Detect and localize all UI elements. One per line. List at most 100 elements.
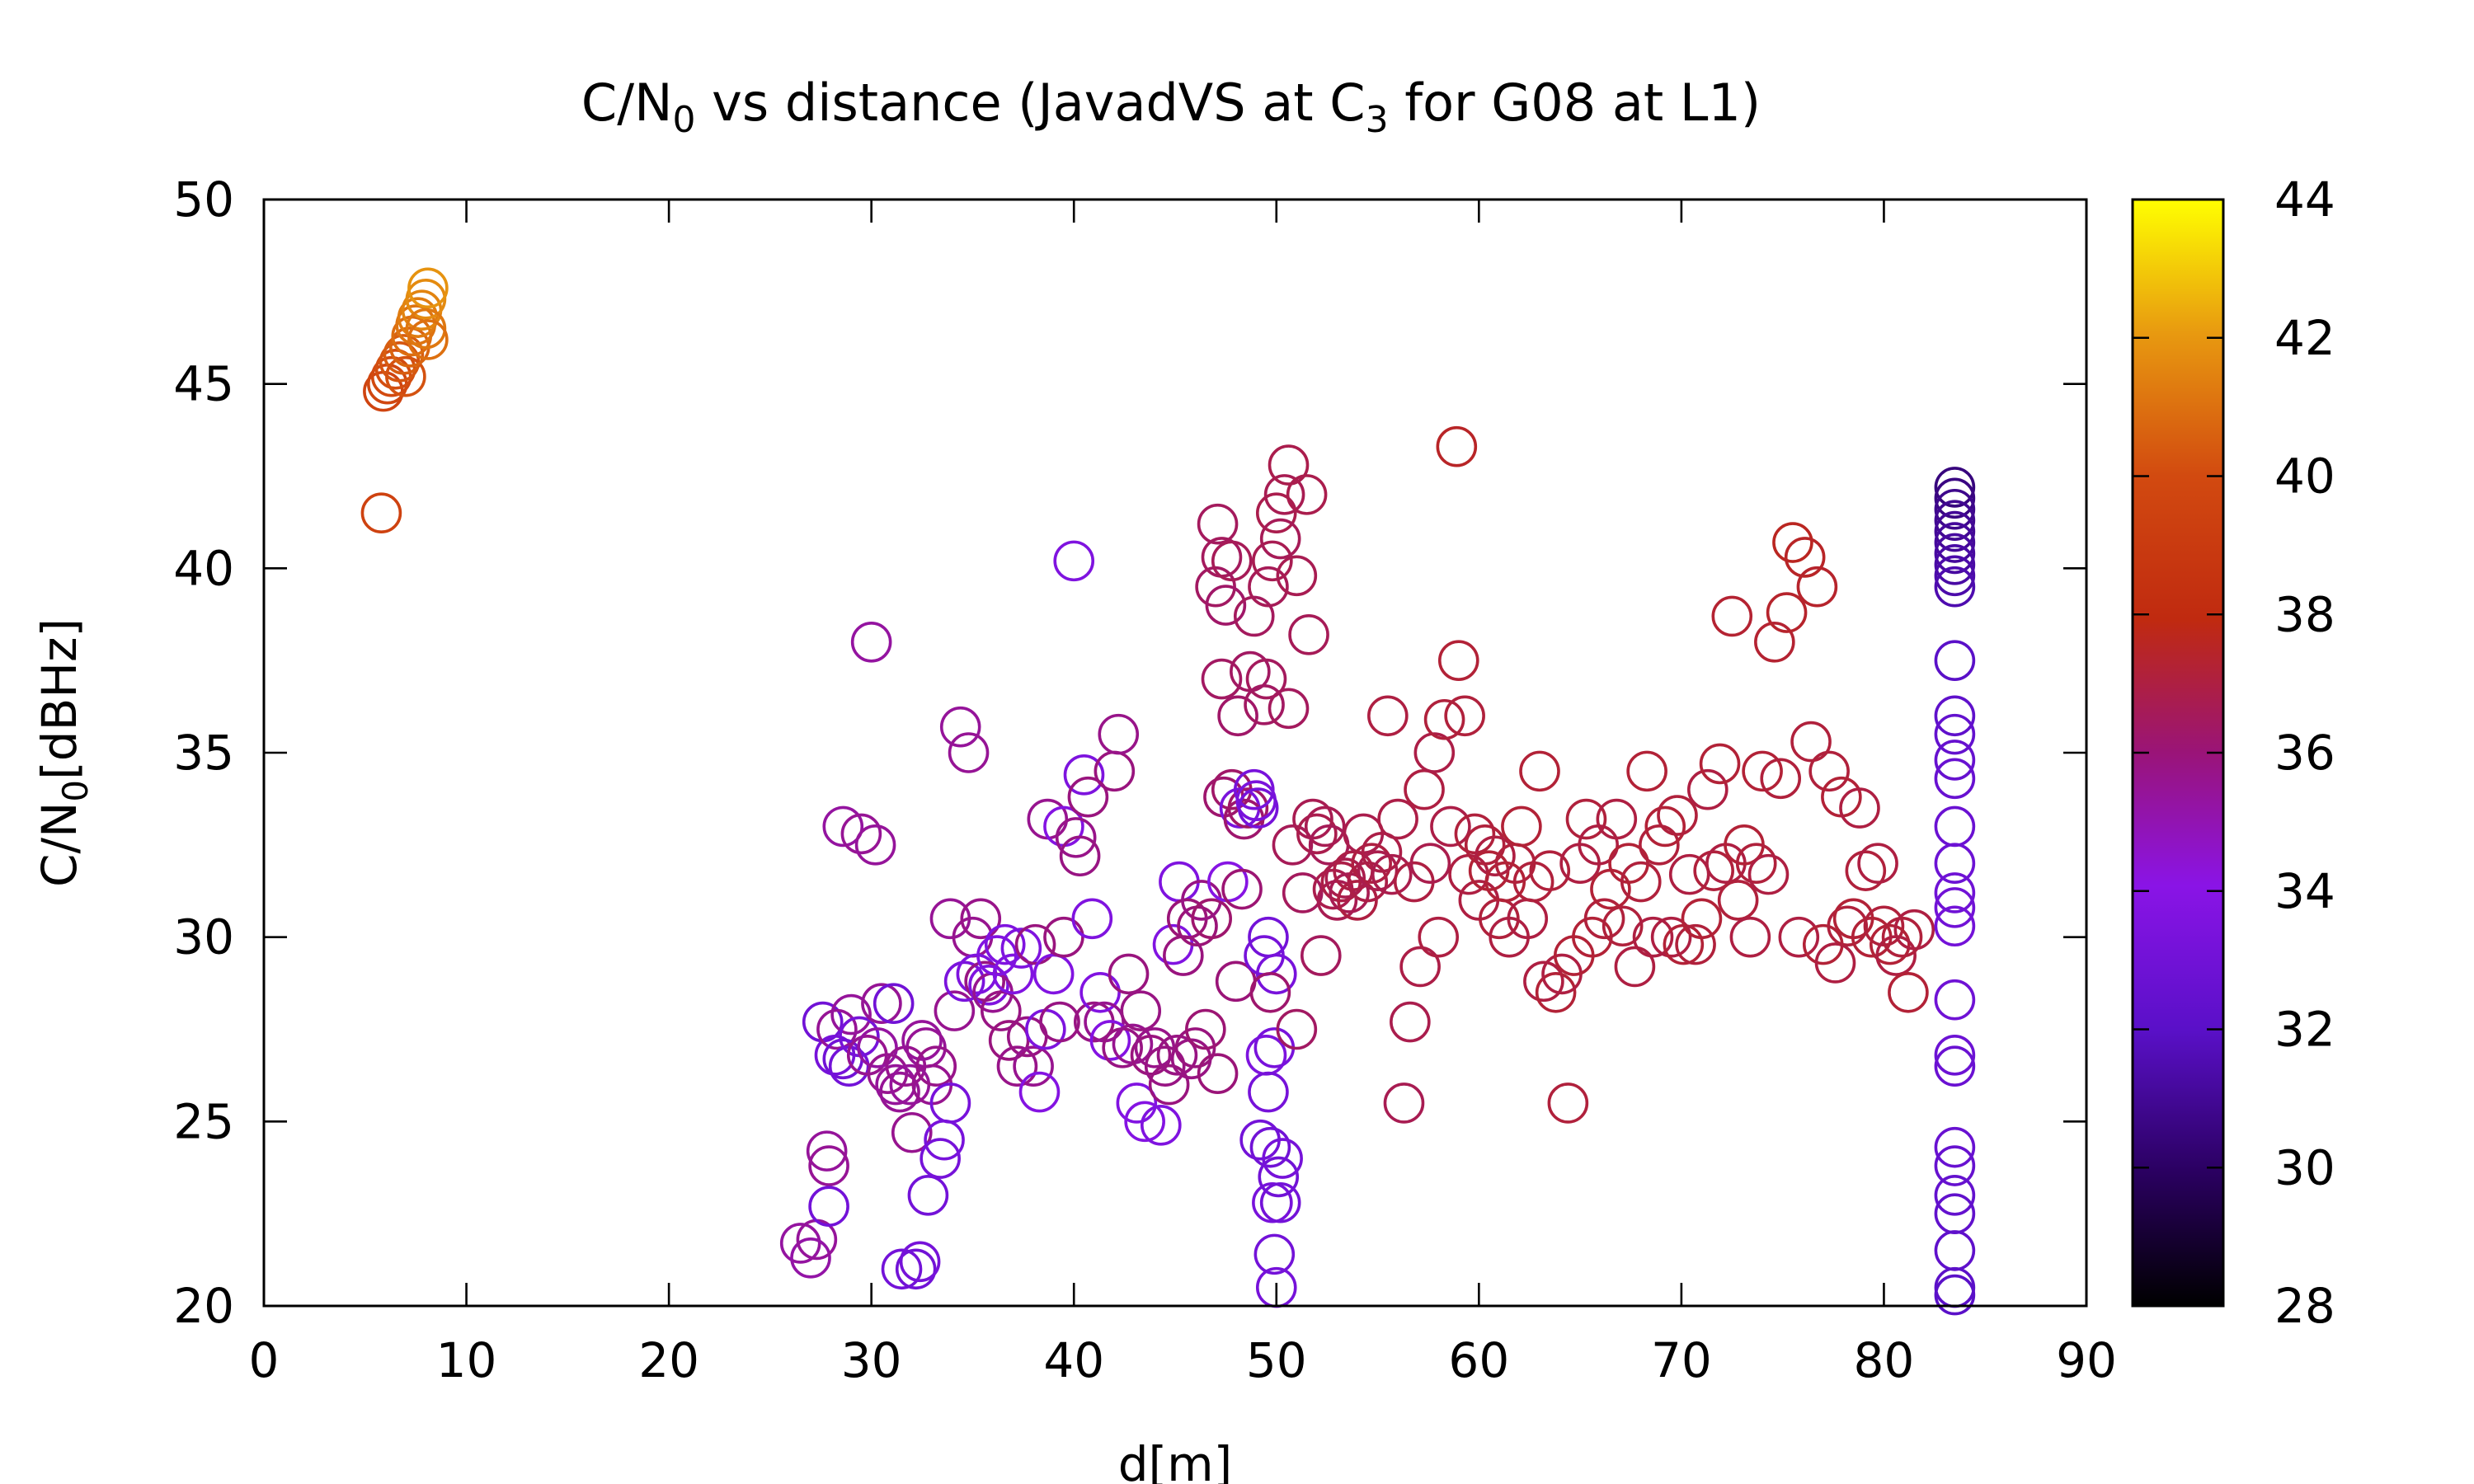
data-point [1893,909,1935,951]
data-point [1436,425,1478,467]
data-point [1377,798,1418,840]
data-point [1934,533,1976,575]
data-point [1337,880,1378,921]
data-point [1399,946,1441,988]
data-point [1796,566,1838,608]
data-point [915,1045,957,1087]
data-point [1272,824,1314,866]
data-point [984,923,1026,965]
data-point [1098,713,1140,755]
data-point [1711,595,1753,637]
y-tick-label: 50 [173,171,234,228]
data-point [1934,1274,1976,1316]
data-point [960,898,1002,940]
data-point [1268,444,1310,486]
data-point [1827,905,1869,947]
data-point [1116,1082,1158,1124]
data-point [1681,898,1723,940]
data-point [1454,813,1496,855]
data-point [1205,585,1247,626]
data-point [1565,798,1607,840]
data-point [1071,898,1113,940]
data-point [840,813,882,855]
data-point [1699,743,1741,785]
data-point [1626,750,1667,792]
data-point [1934,510,1976,552]
data-point [1043,916,1084,958]
y-tick-label: 45 [173,356,234,412]
data-point [1808,750,1850,792]
data-point [1120,990,1162,1031]
data-point [1814,942,1856,984]
data-point [1529,850,1571,891]
data-point [383,334,425,375]
data-point [1934,805,1976,848]
data-point [1430,805,1471,848]
data-point [1286,474,1328,515]
x-axis-title: d[m] [1118,1436,1233,1484]
data-point [1108,953,1150,995]
colorbar-ticks: 28 30 32 34 36 38 40 42 44 [2133,171,2335,1334]
data-point [1934,872,1976,913]
data-point [1934,740,1976,781]
data-point [1000,928,1042,969]
data-point [1253,1233,1296,1275]
data-point [1934,488,1976,530]
chart-title: C/N0 vs distance (JavadVS at C3 for G08 … [581,73,1761,141]
data-point [1300,935,1342,976]
data-point [816,1008,858,1050]
data-point [1484,861,1526,903]
data-point [830,993,872,1036]
colorbar-tick-label: 38 [2274,586,2335,642]
data-point [397,297,439,338]
data-points [360,267,1976,1316]
data-point [1357,850,1399,891]
data-point [1259,518,1301,560]
data-point [879,1071,920,1113]
colorbar-tick-label: 28 [2274,1278,2335,1334]
data-point [1742,750,1783,792]
data-point [1390,1001,1431,1043]
x-tick-label: 0 [249,1332,280,1388]
data-point [1288,614,1329,655]
data-point [1039,1001,1080,1043]
y-axis-title: C/N0[dBHz] [31,618,96,887]
data-point [1245,658,1287,700]
data-point [1934,467,1976,508]
data-point [850,621,892,663]
data-point [1134,1027,1176,1068]
data-point [1032,953,1075,995]
data-point [1934,979,1976,1021]
data-point [1657,795,1698,836]
data-point [1747,853,1790,895]
data-point [1639,824,1680,866]
data-point [822,805,864,848]
data-point [1130,1035,1172,1076]
data-point [929,1082,971,1124]
data-point [1934,843,1976,884]
data-point [1934,1175,1976,1216]
data-point [1268,688,1310,730]
data-point [1253,1027,1296,1068]
data-point [948,732,990,773]
data-point [1523,960,1564,1003]
data-point [929,898,971,940]
data-point [808,1145,849,1186]
data-point [1857,843,1898,884]
data-point [1766,592,1808,633]
data-point [1632,916,1674,958]
data-point [1583,898,1625,940]
data-point [1934,566,1976,608]
data-point [1614,946,1656,988]
data-point [1693,850,1734,891]
data-point [1067,776,1109,818]
data-point [907,1175,949,1216]
data-point [1934,500,1976,541]
data-point [1148,1064,1190,1106]
data-point [1063,754,1105,796]
data-point [1784,537,1826,578]
data-point [1239,1119,1281,1161]
data-point [1644,805,1686,848]
x-tick-label: 30 [841,1332,902,1388]
